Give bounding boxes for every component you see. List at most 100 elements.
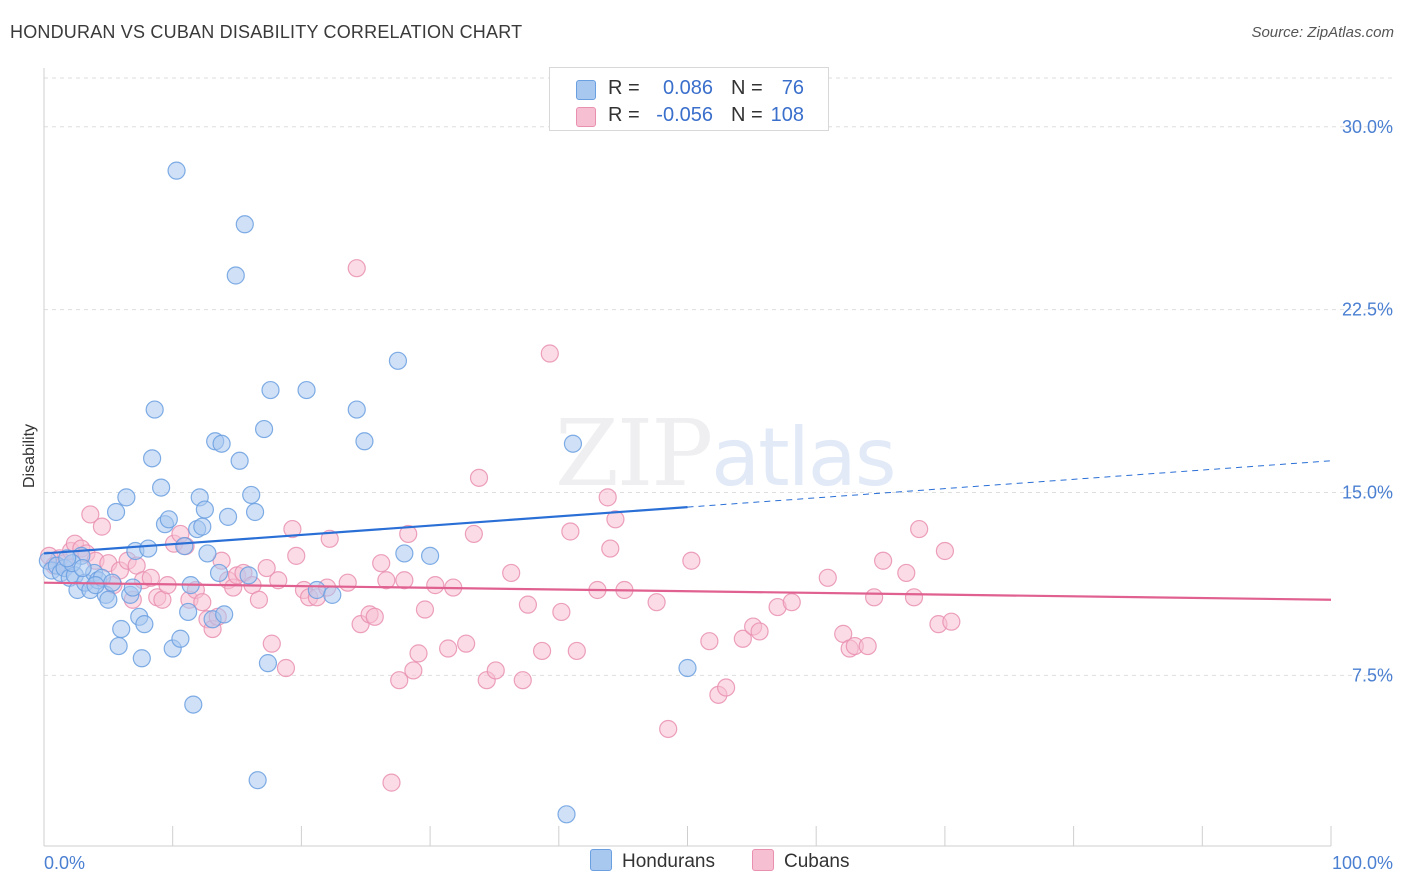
watermark-zip: ZIP (555, 400, 713, 507)
data-point (297, 380, 316, 400)
data-point (567, 641, 586, 661)
data-point (245, 502, 265, 522)
data-point (486, 661, 505, 680)
data-point (209, 563, 229, 583)
data-point (198, 544, 217, 563)
data-point (395, 571, 414, 590)
data-point (132, 649, 151, 668)
data-point (320, 529, 339, 548)
data-point (347, 400, 366, 419)
tick-labels: 7.5% 15.0% 22.5% 30.0% 0.0% 100.0% (44, 117, 1393, 873)
data-point (598, 488, 617, 507)
data-point (112, 619, 131, 639)
legend-r-label: R = (608, 104, 640, 126)
data-point (92, 517, 112, 536)
data-point (678, 658, 697, 678)
data-point (935, 541, 955, 561)
data-point (248, 771, 267, 790)
cubans-points (40, 259, 961, 792)
legend-swatch-hondurans (576, 80, 596, 100)
data-point (910, 519, 929, 539)
data-point (409, 644, 428, 663)
legend-row-cubans: R = -0.056 N = 108 (550, 101, 828, 129)
y-tick-label: 22.5% (1342, 300, 1393, 320)
legend-swatch-cubans (576, 107, 596, 127)
legend-n-label: N = (731, 104, 763, 126)
data-point (469, 468, 489, 487)
data-point (377, 571, 396, 590)
data-point (782, 593, 801, 612)
data-point (464, 524, 483, 544)
data-point (184, 695, 203, 714)
data-point (874, 551, 893, 570)
data-point (99, 590, 118, 609)
data-point (518, 595, 538, 614)
legend-item-cubans[interactable]: Cubans (752, 849, 850, 873)
data-point (897, 563, 916, 583)
hondurans-trend-line (43, 506, 688, 555)
legend-swatch-cubans (752, 849, 774, 871)
data-point (81, 505, 100, 524)
data-point (139, 539, 158, 558)
data-point (365, 607, 384, 626)
source-label: Source: ZipAtlas.com (1251, 24, 1394, 41)
legend-swatch-hondurans (590, 849, 612, 871)
legend-n-value: 76 (781, 77, 804, 99)
data-point (682, 551, 701, 570)
data-point (58, 549, 77, 568)
data-point (235, 215, 254, 234)
data-point (254, 419, 274, 439)
data-point (171, 629, 190, 648)
legend-label-cubans: Cubans (784, 851, 850, 873)
cubans-trend-line (43, 581, 1332, 601)
data-point (143, 449, 162, 468)
data-point (179, 602, 198, 622)
data-point (193, 593, 212, 612)
data-point (109, 636, 128, 656)
legend-item-hondurans[interactable]: Hondurans (590, 849, 715, 873)
y-axis-label: Disability (21, 424, 38, 488)
data-point (421, 546, 440, 565)
data-point (700, 632, 719, 651)
data-point (212, 434, 231, 453)
data-point (552, 602, 571, 622)
data-point (659, 719, 678, 739)
legend-r-label: R = (608, 77, 640, 99)
data-point (557, 805, 576, 824)
data-point (532, 641, 552, 661)
data-point (175, 537, 194, 556)
hondurans-points (38, 161, 697, 824)
data-point (388, 351, 408, 370)
data-point (540, 344, 559, 363)
data-point (218, 507, 238, 526)
data-point (106, 502, 126, 522)
data-point (502, 563, 521, 583)
data-point (395, 544, 414, 563)
data-point (415, 600, 435, 619)
data-point (86, 576, 105, 595)
data-point (145, 400, 164, 419)
y-tick-label: 30.0% (1342, 117, 1393, 137)
data-point (606, 510, 625, 529)
data-point (338, 573, 357, 592)
data-point (457, 634, 476, 653)
data-point (347, 259, 366, 278)
axes (43, 68, 1332, 847)
data-point (647, 593, 666, 612)
trend-lines (43, 460, 1332, 601)
data-point (563, 434, 583, 453)
legend-label-hondurans: Hondurans (622, 851, 715, 873)
data-point (141, 568, 160, 587)
legend-r-value: -0.056 (656, 104, 713, 126)
data-point (399, 524, 418, 544)
watermark-atlas: atlas (711, 411, 896, 504)
data-point (513, 671, 532, 690)
data-point (269, 571, 288, 590)
watermark: ZIPatlas (555, 400, 897, 507)
data-point (135, 615, 154, 634)
chart-title: HONDURAN VS CUBAN DISABILITY CORRELATION… (10, 22, 523, 42)
data-point (561, 522, 580, 541)
data-point (904, 588, 924, 607)
data-point (733, 629, 752, 648)
data-point (942, 612, 961, 631)
